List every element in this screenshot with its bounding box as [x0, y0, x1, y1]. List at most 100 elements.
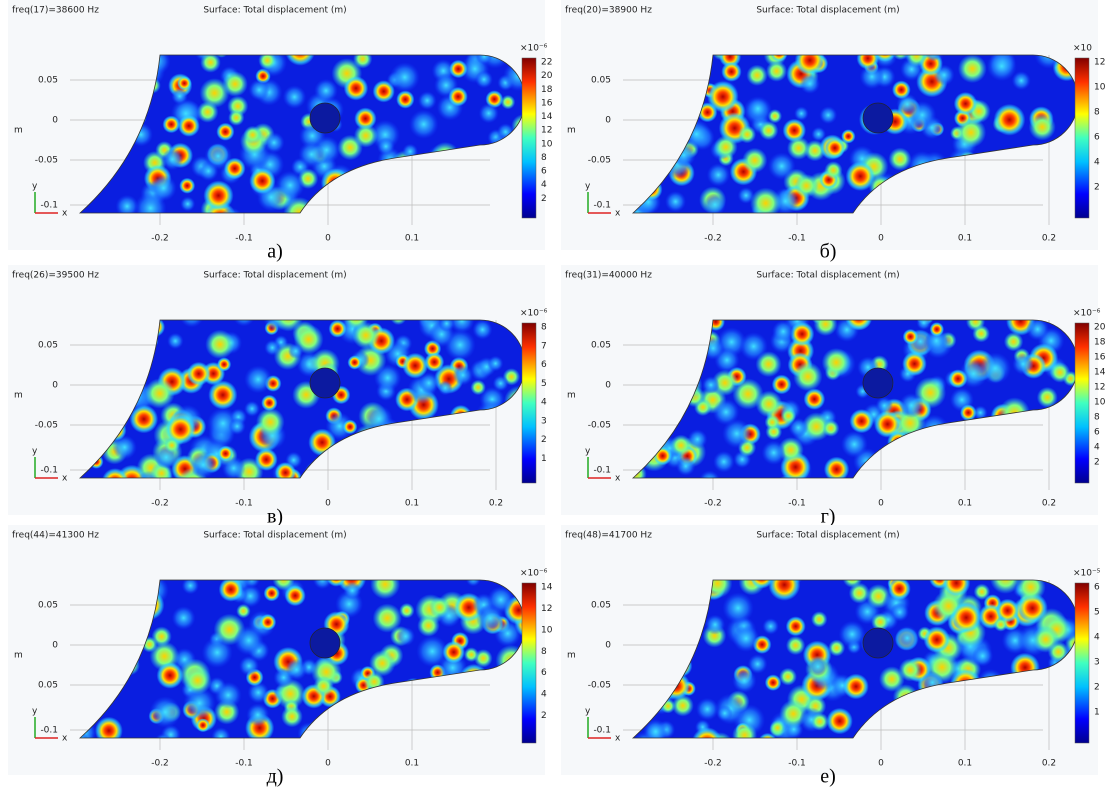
scatterer	[309, 367, 341, 399]
x-tick-label: -0.2	[704, 499, 722, 509]
colorbar-tick-label: 8	[541, 323, 547, 333]
x-tick-label: 0.1	[958, 234, 972, 244]
freq-label: freq(20)=38900 Hz	[565, 6, 652, 16]
scatterer	[862, 627, 894, 659]
axis-y-label: y	[32, 447, 38, 457]
scatterer	[862, 367, 894, 399]
freq-label: freq(48)=41700 Hz	[565, 531, 652, 541]
x-tick-label: -0.2	[151, 759, 169, 769]
y-tick-label: 0.05	[38, 341, 58, 351]
x-tick-label: -0.2	[704, 759, 722, 769]
colorbar	[1074, 582, 1090, 744]
x-tick-label: 0.1	[405, 759, 419, 769]
y-tick-label: 0	[52, 381, 58, 391]
colorbar-tick-label: 8	[541, 647, 547, 657]
x-tick-label: 0	[878, 499, 884, 509]
freq-label: freq(44)=41300 Hz	[12, 531, 99, 541]
colorbar-tick-label: 16	[541, 98, 553, 108]
x-tick-label: 0.2	[1042, 234, 1056, 244]
colorbar-tick-label: 7	[541, 341, 547, 351]
axis-y-label: y	[32, 182, 38, 192]
colorbar	[1074, 57, 1090, 219]
colorbar-tick-label: 12	[541, 126, 552, 136]
y-unit: m	[14, 126, 23, 136]
colorbar-tick-label: 6	[541, 668, 547, 678]
colorbar-tick-label: 3	[541, 416, 547, 426]
colorbar-tick-label: 3	[1094, 658, 1100, 668]
panel: freq(26)=39500 Hz Surface: Total displace…	[8, 265, 548, 528]
plot-title: Surface: Total displacement (m)	[203, 531, 346, 541]
axis-y-label: y	[32, 707, 38, 717]
caption: в)	[267, 506, 283, 528]
colorbar-tick-label: 4	[541, 690, 547, 700]
y-tick-label: 0.05	[591, 76, 611, 86]
y-tick-label: -0.1	[40, 201, 58, 211]
axis-y-label: y	[585, 447, 591, 457]
colorbar-scale: ×10⁻⁵	[1073, 569, 1101, 579]
plot-title: Surface: Total displacement (m)	[756, 6, 899, 16]
plot-title: Surface: Total displacement (m)	[203, 271, 346, 281]
x-tick-label: -0.2	[151, 234, 169, 244]
colorbar-tick-label: 4	[541, 398, 547, 408]
y-tick-label: -0.05	[588, 421, 611, 431]
y-tick-label: 0	[605, 381, 611, 391]
x-tick-label: 0	[878, 234, 884, 244]
colorbar-tick-label: 1	[541, 454, 547, 464]
y-tick-label: 0.05	[38, 601, 58, 611]
panel: freq(48)=41700 Hz Surface: Total displace…	[561, 525, 1101, 788]
x-tick-label: -0.1	[235, 499, 253, 509]
colorbar-tick-label: 8	[1094, 108, 1100, 118]
colorbar-tick-label: 14	[541, 583, 553, 593]
colorbar-tick-label: 20	[1094, 323, 1106, 333]
x-tick-label: 0.2	[1042, 499, 1056, 509]
colorbar-tick-label: 4	[1094, 158, 1100, 168]
colorbar-tick-label: 1	[1094, 708, 1100, 718]
x-tick-label: -0.1	[235, 759, 253, 769]
scatterer	[309, 627, 341, 659]
scatterer	[309, 102, 341, 134]
y-tick-label: 0	[52, 641, 58, 651]
y-tick-label: 0.05	[591, 341, 611, 351]
colorbar-tick-label: 2	[541, 711, 547, 721]
caption: б)	[820, 241, 837, 263]
colorbar	[521, 57, 537, 219]
x-tick-label: 0	[325, 234, 331, 244]
colorbar-tick-label: 6	[541, 167, 547, 177]
colorbar-tick-label: 2	[1094, 183, 1100, 193]
x-tick-label: 0.1	[405, 234, 419, 244]
x-tick-label: 0.2	[1042, 759, 1056, 769]
axis-x-label: x	[62, 734, 68, 744]
colorbar-scale: ×10⁻⁶	[520, 569, 548, 579]
y-tick-label: -0.1	[40, 726, 58, 736]
y-tick-label: 0	[605, 116, 611, 126]
caption: д)	[267, 766, 284, 788]
x-tick-label: -0.2	[151, 499, 169, 509]
colorbar	[521, 322, 537, 484]
axis-x-label: x	[615, 734, 621, 744]
y-unit: m	[567, 651, 576, 661]
colorbar	[521, 582, 537, 744]
plot-title: Surface: Total displacement (m)	[756, 531, 899, 541]
plot-title: Surface: Total displacement (m)	[756, 271, 899, 281]
colorbar-tick-label: 10	[1094, 83, 1106, 93]
y-tick-label: -0.05	[35, 421, 58, 431]
freq-label: freq(17)=38600 Hz	[12, 6, 99, 16]
colorbar-tick-label: 20	[541, 71, 553, 81]
x-tick-label: 0.1	[958, 759, 972, 769]
y-tick-label: -0.05	[588, 681, 611, 691]
plot-title: Surface: Total displacement (m)	[203, 6, 346, 16]
x-tick-label: -0.1	[788, 234, 806, 244]
colorbar-scale: ×10⁻⁶	[520, 44, 548, 54]
y-tick-label: 0.05	[38, 76, 58, 86]
colorbar-tick-label: 18	[1094, 338, 1106, 348]
colorbar-tick-label: 10	[541, 139, 553, 149]
colorbar-tick-label: 12	[1094, 383, 1105, 393]
axis-y-label: y	[585, 707, 591, 717]
freq-label: freq(26)=39500 Hz	[12, 271, 99, 281]
axis-x-label: x	[615, 209, 621, 219]
x-tick-label: 0.1	[958, 499, 972, 509]
freq-label: freq(31)=40000 Hz	[565, 271, 652, 281]
axis-y-label: y	[585, 182, 591, 192]
caption: г)	[821, 506, 836, 528]
colorbar-tick-label: 6	[541, 360, 547, 370]
